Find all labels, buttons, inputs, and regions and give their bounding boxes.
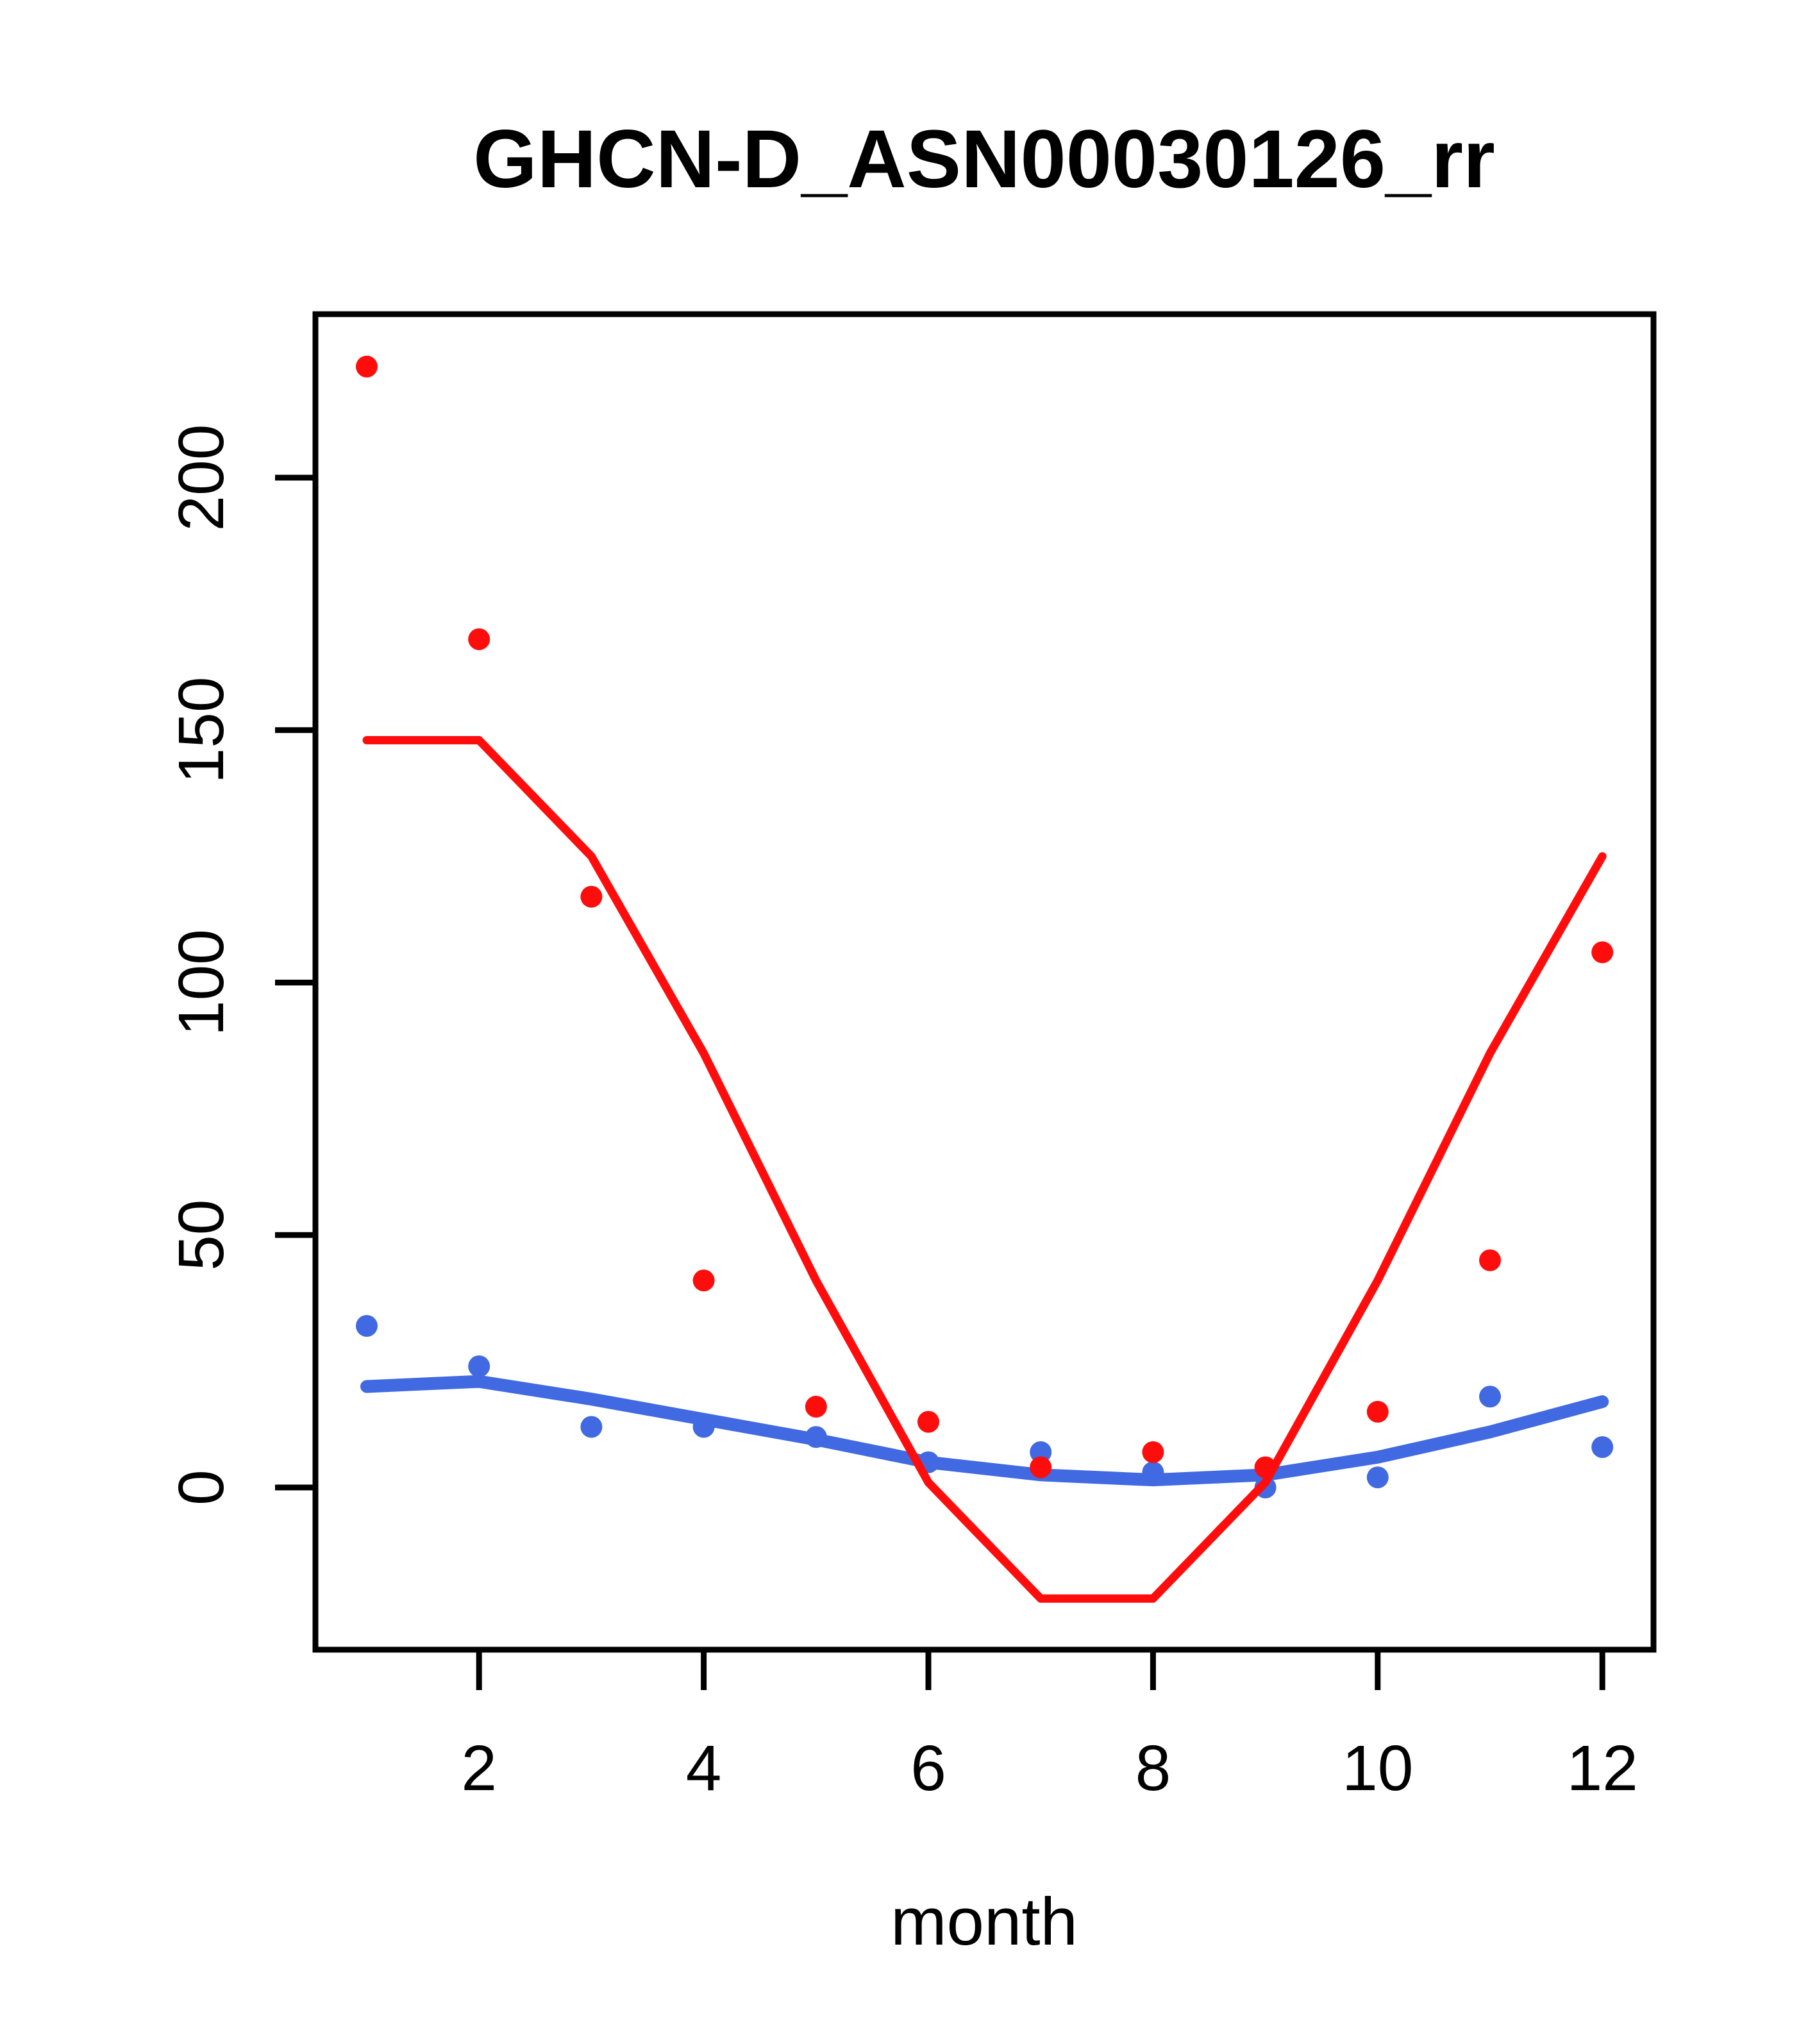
red-data-point [468,628,490,650]
red-data-point [692,1269,715,1292]
x-tick-label: 10 [1342,1732,1413,1804]
chart-title: GHCN-D_ASN00030126_rr [473,113,1495,205]
blue-fitted-line [360,1375,1609,1487]
blue-data-point [580,1416,603,1438]
y-tick-label: 200 [165,424,237,532]
x-tick-label: 8 [1135,1732,1171,1804]
blue-data-point [1591,1436,1614,1458]
blue-data-point [468,1355,490,1377]
red-data-point [805,1396,827,1418]
plot-content: 2 4 6 8 10 12 0 50 100 150 200 [165,355,1638,1804]
x-tick-label: 4 [686,1732,722,1804]
blue-data-point [1366,1466,1389,1489]
red-data-point [1591,941,1614,964]
red-data-point [1030,1456,1052,1479]
x-tick-label: 6 [910,1732,946,1804]
x-tick-label: 12 [1567,1732,1638,1804]
blue-data-point [356,1315,378,1337]
red-data-point [1142,1441,1164,1463]
y-tick-label: 100 [165,929,237,1036]
y-tick-label: 0 [165,1470,237,1505]
red-data-point [1366,1400,1389,1423]
plot-box [312,311,1657,1653]
x-tick-label: 2 [461,1732,497,1804]
red-data-point [917,1411,939,1433]
blue-data-point [1479,1386,1501,1408]
red-data-point [1479,1249,1501,1271]
x-axis-label: month [891,1884,1078,1959]
y-tick-label: 150 [165,676,237,783]
red-fitted-line [362,736,1607,1603]
blue-data-point [1030,1441,1052,1463]
red-data-point [356,355,378,378]
y-tick-label: 50 [165,1200,237,1271]
red-data-point [580,885,603,908]
